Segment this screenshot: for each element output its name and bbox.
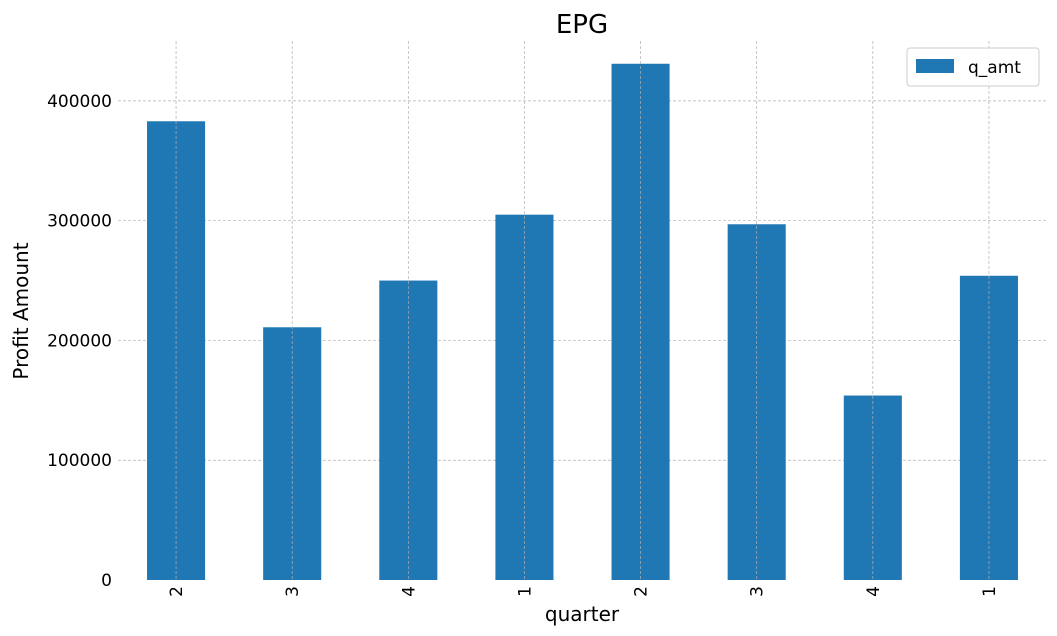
legend-label: q_amt [968,58,1021,78]
x-axis-label: quarter [545,602,620,626]
bars [147,63,1018,581]
x-tick-label: 2 [167,586,187,597]
y-tick-label: 100000 [47,451,112,471]
x-axis-ticks: 2 3 4 1 2 3 4 1 [167,586,1000,597]
legend-swatch [916,59,954,73]
chart-title: EPG [556,10,608,40]
y-axis-label: Profit Amount [9,242,33,379]
y-tick-label: 400000 [47,92,112,112]
y-tick-label: 0 [101,571,112,591]
bar [379,280,438,580]
x-tick-label: 4 [399,586,419,597]
x-tick-label: 1 [980,586,1000,597]
x-tick-label: 2 [632,586,652,597]
y-tick-label: 300000 [47,212,112,232]
x-tick-label: 3 [283,586,303,597]
x-tick-label: 3 [748,586,768,597]
y-tick-label: 200000 [47,331,112,351]
x-tick-label: 4 [864,586,884,597]
x-tick-label: 1 [515,586,535,597]
legend-frame [906,47,1040,87]
legend: q_amt [906,47,1040,87]
y-axis-ticks: 0 100000 200000 300000 400000 [47,92,112,591]
grid-lines [118,100,1047,461]
